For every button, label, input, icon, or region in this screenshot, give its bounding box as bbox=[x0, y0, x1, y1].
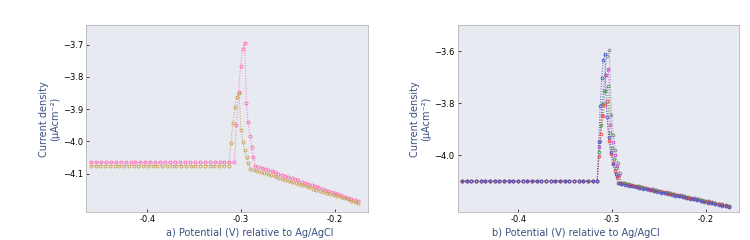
Text: b) Potential (V) relative to Ag/AgCl: b) Potential (V) relative to Ag/AgCl bbox=[492, 228, 659, 238]
Text: a) Potential (V) relative to Ag/AgCl: a) Potential (V) relative to Ag/AgCl bbox=[166, 228, 333, 238]
Y-axis label: Current density
(μAcm⁻²): Current density (μAcm⁻²) bbox=[410, 81, 431, 157]
Y-axis label: Current density
(μAcm⁻²): Current density (μAcm⁻²) bbox=[39, 81, 60, 157]
